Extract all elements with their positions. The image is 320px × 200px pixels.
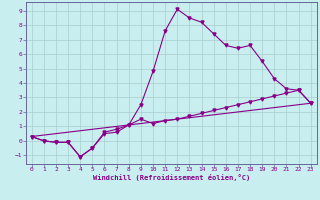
X-axis label: Windchill (Refroidissement éolien,°C): Windchill (Refroidissement éolien,°C) bbox=[92, 174, 250, 181]
